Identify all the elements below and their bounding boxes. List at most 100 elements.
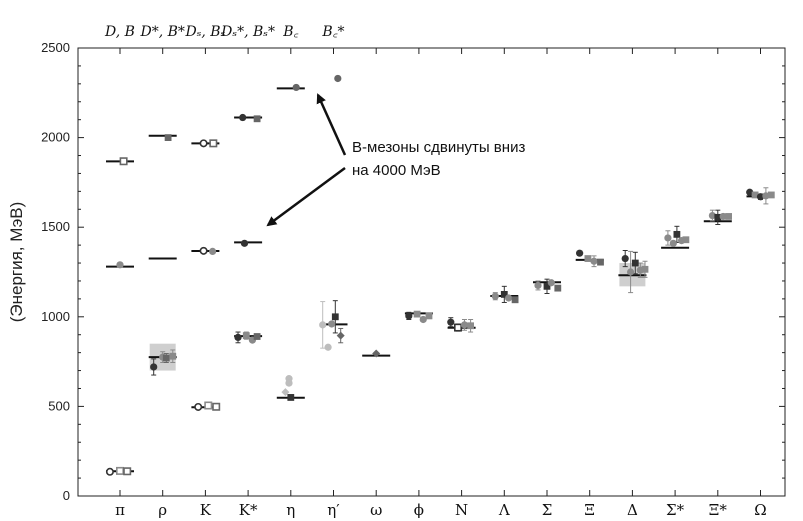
data-point-square	[725, 213, 732, 220]
band-layer	[149, 263, 646, 371]
error-bars-layer	[151, 187, 769, 376]
data-point-circle	[590, 257, 598, 265]
y-tick-label: 0	[63, 488, 70, 503]
axes-layer	[77, 47, 786, 497]
data-point-circle	[669, 239, 677, 247]
data-point-diamond	[372, 349, 381, 358]
data-point-open-circle	[105, 467, 114, 476]
data-point-square	[162, 354, 170, 362]
data-point-circle	[708, 211, 717, 220]
x-category-label: ϕ	[414, 501, 424, 519]
labels-layer: 0 500 1000 1500 2000 2500 π ρ K K* η η′ ω ϕ N Λ Σ Ξ Δ Σ* Ξ* Ω…	[41, 24, 767, 519]
plot-frame	[77, 47, 786, 497]
data-point-square	[682, 236, 690, 244]
y-tick-label: 500	[48, 398, 70, 413]
data-point-square	[714, 213, 722, 221]
data-point-square	[253, 333, 261, 340]
data-point-square	[543, 282, 551, 290]
data-point-circle	[505, 294, 513, 302]
data-point-square	[631, 259, 639, 267]
data-point-circle	[234, 333, 242, 342]
y-tick-label: 1500	[41, 219, 70, 234]
data-point-square	[169, 352, 177, 360]
data-point-square	[500, 291, 508, 298]
data-point-circle	[334, 74, 342, 83]
data-point-circle	[746, 188, 754, 196]
data-point-circle	[240, 239, 249, 247]
top-category-label: B꜀*	[321, 24, 344, 40]
x-category-label: Σ*	[666, 501, 685, 519]
x-category-label: ρ	[158, 501, 167, 519]
top-category-label: D, B	[104, 24, 135, 40]
data-point-open-square	[116, 466, 125, 475]
data-point-square	[751, 191, 759, 199]
top-category-label: D*, B*	[139, 24, 184, 40]
data-point-square	[597, 258, 604, 266]
data-point-circle	[405, 312, 413, 320]
data-point-circle	[627, 268, 635, 276]
data-point-square	[511, 296, 519, 304]
data-point-square	[287, 394, 295, 401]
annotation-line-1: B-мезоны сдвинуты вниз	[352, 139, 525, 156]
annotation-layer: B-мезоны сдвинуты вниз на 4000 МэВ	[266, 93, 525, 227]
data-point-circle	[621, 254, 629, 263]
data-point-square	[425, 312, 433, 320]
data-point-square	[467, 322, 474, 330]
data-point-circle	[534, 281, 542, 290]
data-point-square	[242, 332, 250, 340]
x-category-label: Ξ	[584, 501, 595, 519]
data-point-open-square	[119, 157, 128, 166]
x-category-label: Ξ*	[709, 501, 728, 519]
data-point-square	[554, 284, 562, 292]
data-point-open-square	[453, 323, 462, 332]
data-point-circle	[762, 192, 770, 200]
x-category-label: η	[286, 501, 295, 519]
data-point-square	[413, 310, 421, 318]
data-point-circle	[116, 261, 124, 269]
data-point-circle	[491, 292, 499, 300]
x-category-label: Σ	[542, 501, 553, 519]
data-point-circle	[756, 193, 765, 201]
data-point-circle	[664, 234, 672, 242]
data-point-open-square	[209, 139, 218, 148]
data-point-open-square	[212, 402, 221, 411]
x-category-label: Λ	[498, 501, 510, 519]
top-category-label: B꜀	[282, 24, 298, 40]
data-point-open-circle	[199, 139, 208, 148]
data-point-open-square	[123, 467, 132, 476]
data-point-circle	[319, 321, 327, 329]
data-point-circle	[292, 83, 300, 92]
x-category-label: N	[455, 501, 468, 519]
data-point-square	[767, 191, 775, 199]
points-layer	[105, 74, 775, 476]
data-point-circle	[460, 321, 469, 329]
y-tick-label: 2500	[41, 40, 70, 55]
data-point-open-square	[204, 401, 213, 410]
top-category-label: Dₛ, Bₛ	[184, 24, 225, 40]
annotation-arrow-down	[266, 166, 346, 227]
data-point-square	[164, 134, 172, 141]
x-category-label: Δ	[627, 501, 638, 519]
data-point-circle	[285, 379, 293, 387]
data-point-square	[584, 255, 592, 262]
data-point-circle	[209, 247, 217, 255]
x-category-label: Ω	[754, 501, 766, 519]
data-point-open-circle	[194, 402, 203, 411]
x-category-label: K	[200, 501, 212, 519]
data-point-square	[331, 313, 339, 321]
annotation-arrow-up	[316, 93, 347, 156]
x-category-label: π	[115, 501, 125, 519]
x-category-label: η′	[327, 501, 340, 519]
y-axis-label: (Энергия, МэВ)	[7, 202, 26, 323]
data-point-circle	[328, 320, 336, 328]
data-point-circle	[324, 343, 332, 351]
x-category-label: ω	[370, 501, 382, 519]
data-point-circle	[419, 315, 427, 324]
annotation-line-2: на 4000 МэВ	[352, 162, 441, 179]
data-point-square	[673, 230, 681, 238]
data-point-circle	[576, 249, 584, 257]
data-point-circle	[150, 363, 158, 371]
y-tick-label: 2000	[41, 130, 70, 145]
data-point-diamond	[336, 331, 345, 340]
y-tick-label: 1000	[41, 309, 70, 324]
